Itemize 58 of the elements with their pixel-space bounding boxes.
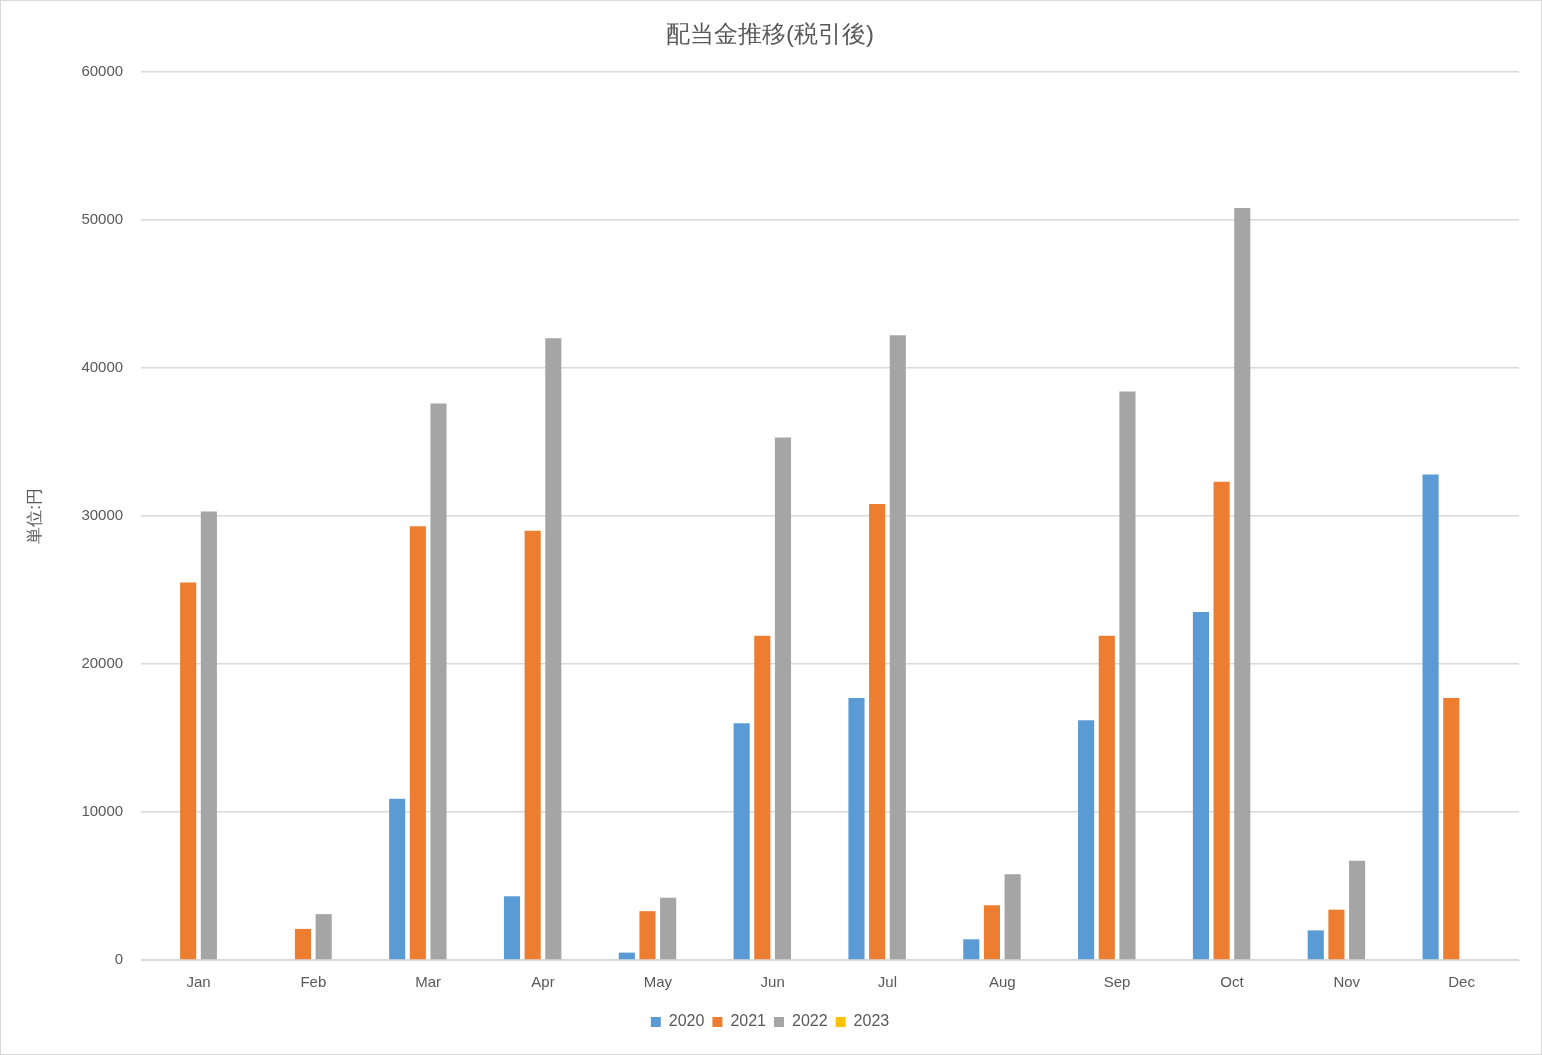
bar <box>848 697 865 960</box>
legend-label: 2021 <box>730 1012 767 1030</box>
bar <box>503 896 521 960</box>
bar <box>1213 481 1230 960</box>
bar <box>774 437 792 960</box>
bar <box>1307 930 1324 960</box>
bar <box>1443 697 1460 960</box>
bar <box>639 911 656 960</box>
x-tick-label: Sep <box>1103 973 1131 991</box>
bar <box>315 914 332 960</box>
legend-label: 2022 <box>792 1012 828 1030</box>
bar <box>618 952 635 960</box>
y-tick-label: 20000 <box>81 654 124 672</box>
y-axis-title: 単位:円 <box>24 488 44 544</box>
chart-title: 配当金推移(税引後) <box>666 20 874 48</box>
bar <box>1119 391 1136 960</box>
y-tick-label: 40000 <box>81 358 124 376</box>
y-tick-label: 30000 <box>81 506 124 524</box>
bar <box>983 905 1001 960</box>
x-tick-label: Jun <box>760 973 785 991</box>
x-tick-label: Feb <box>300 973 327 991</box>
bar <box>754 635 771 960</box>
y-tick-label: 0 <box>114 950 124 968</box>
bar <box>1192 612 1209 960</box>
legend-label: 2023 <box>853 1012 890 1030</box>
bar <box>1004 874 1021 960</box>
bar <box>963 939 980 960</box>
bar <box>1098 635 1115 960</box>
x-tick-label: May <box>643 973 673 991</box>
bar <box>1422 474 1439 960</box>
bar <box>1349 860 1366 960</box>
x-tick-label: Apr <box>531 973 555 991</box>
y-tick-label: 60000 <box>81 61 124 79</box>
x-tick-label: Dec <box>1448 973 1476 991</box>
x-tick-label: Nov <box>1333 973 1361 991</box>
bar <box>869 504 886 960</box>
legend-label: 2020 <box>668 1012 705 1030</box>
bar <box>409 526 426 960</box>
x-tick-label: Jan <box>186 973 211 991</box>
y-tick-label: 10000 <box>81 802 124 820</box>
bar <box>733 723 750 960</box>
bar <box>294 928 312 960</box>
x-tick-label: Mar <box>415 973 442 991</box>
bar <box>180 582 197 960</box>
x-tick-label: Jul <box>877 973 898 991</box>
y-tick-label: 50000 <box>81 209 124 227</box>
x-tick-label: Oct <box>1220 973 1245 991</box>
bar <box>389 798 406 960</box>
bar <box>1078 720 1095 960</box>
bar <box>430 403 447 960</box>
bar <box>889 335 906 960</box>
x-tick-label: Aug <box>988 973 1016 991</box>
bar <box>1234 207 1251 960</box>
bar <box>545 338 562 960</box>
bar <box>200 511 217 960</box>
bar <box>1328 909 1345 960</box>
bar <box>524 530 541 960</box>
bar <box>660 897 677 960</box>
